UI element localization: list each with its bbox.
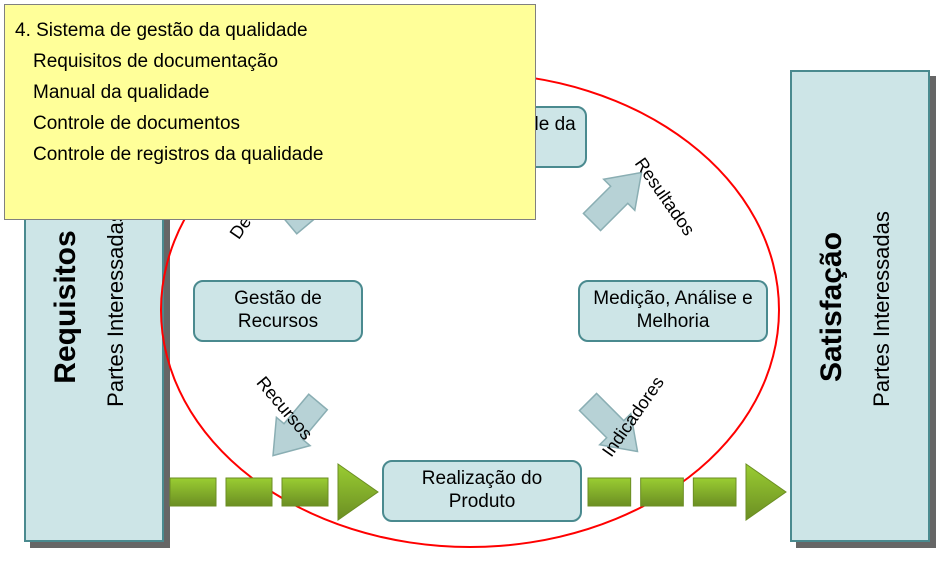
right-panel-title: Satisfação (815, 127, 849, 487)
callout-item: Controle de documentos (15, 113, 525, 135)
callout-panel: 4. Sistema de gestão da qualidade Requis… (4, 4, 536, 220)
diagram-stage: Requisitos Partes Interessadas Satisfaçã… (0, 0, 945, 567)
callout-item: Controle de registros da qualidade (15, 144, 525, 166)
right-panel-subtitle: Partes Interessadas (869, 129, 895, 489)
box-realization: Realização do Produto (382, 460, 582, 522)
callout-item: Manual da qualidade (15, 82, 525, 104)
callout-item: Requisitos de documentação (15, 51, 525, 73)
box-resources: Gestão de Recursos (193, 280, 363, 342)
box-measurement: Medição, Análise e Melhoria (578, 280, 768, 342)
callout-title: 4. Sistema de gestão da qualidade (15, 20, 525, 42)
right-panel: Satisfação Partes Interessadas (790, 70, 930, 542)
